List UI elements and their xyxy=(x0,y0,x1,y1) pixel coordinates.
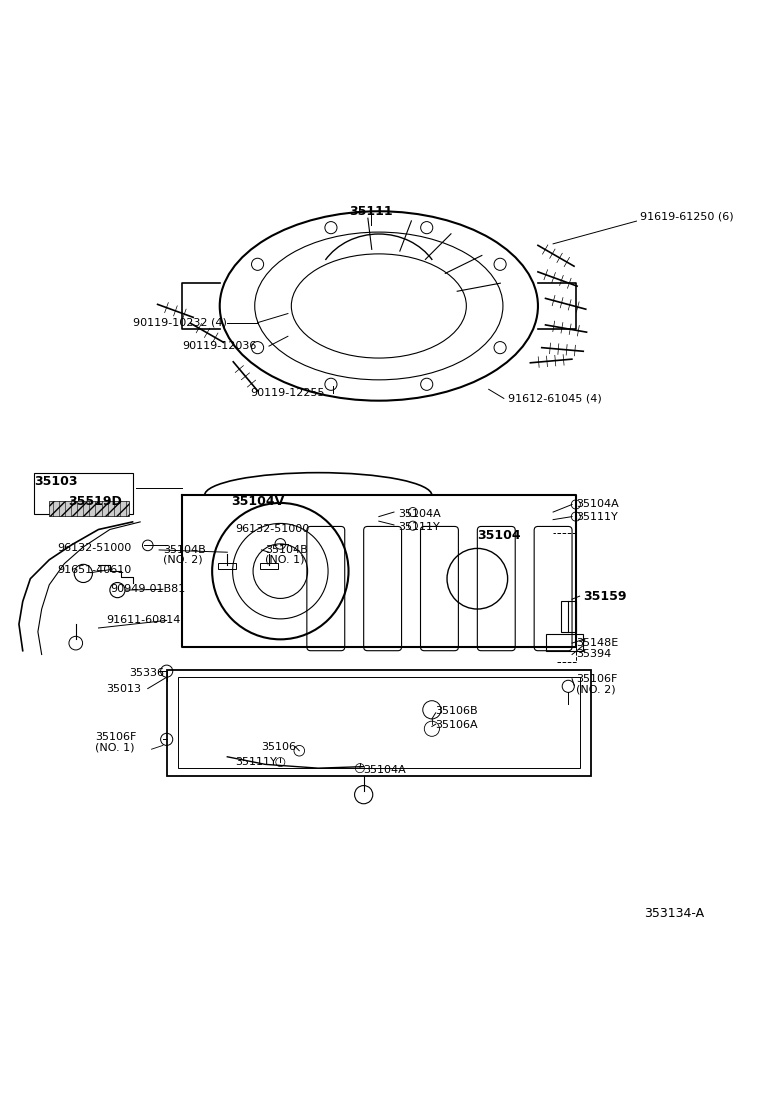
Text: 35111Y: 35111Y xyxy=(235,757,277,767)
Text: 91612-61045 (4): 91612-61045 (4) xyxy=(508,394,601,404)
Text: 91619-61250 (6): 91619-61250 (6) xyxy=(640,211,734,221)
Text: 90949-01B81: 90949-01B81 xyxy=(110,584,185,594)
Text: 35336: 35336 xyxy=(128,668,164,678)
Bar xyxy=(178,677,580,768)
Text: 91651-40610: 91651-40610 xyxy=(57,565,131,575)
Text: 90119-12036: 90119-12036 xyxy=(182,341,256,351)
Text: 35104A: 35104A xyxy=(364,765,407,775)
Text: 90119-12255: 90119-12255 xyxy=(250,388,325,398)
Text: 35104B: 35104B xyxy=(265,545,308,555)
Bar xyxy=(546,634,584,651)
Text: 90119-10232 (4): 90119-10232 (4) xyxy=(132,318,226,328)
Text: (NO. 2): (NO. 2) xyxy=(163,555,202,565)
Text: 35106: 35106 xyxy=(261,742,296,752)
Bar xyxy=(218,563,236,569)
Bar xyxy=(260,563,278,569)
Text: 35104V: 35104V xyxy=(231,495,284,508)
Text: 35103: 35103 xyxy=(34,475,78,488)
Bar xyxy=(34,473,132,515)
Text: 35519D: 35519D xyxy=(68,495,122,508)
Text: 35104A: 35104A xyxy=(397,509,441,519)
Bar xyxy=(561,602,576,632)
Text: 91611-60814: 91611-60814 xyxy=(106,615,180,625)
Text: (NO. 1): (NO. 1) xyxy=(95,743,135,753)
Text: (NO. 2): (NO. 2) xyxy=(576,684,616,694)
Text: 35111: 35111 xyxy=(350,205,393,218)
Text: 96132-51000: 96132-51000 xyxy=(57,543,131,553)
Text: 35106B: 35106B xyxy=(435,706,478,715)
Text: 35106A: 35106A xyxy=(435,719,478,729)
Text: 96132-51000: 96132-51000 xyxy=(235,524,309,534)
Text: 35104A: 35104A xyxy=(576,499,619,509)
Text: 35104: 35104 xyxy=(477,529,521,542)
Bar xyxy=(49,500,128,516)
Text: 35013: 35013 xyxy=(106,684,141,694)
Text: 35111Y: 35111Y xyxy=(397,523,439,533)
Text: 35111Y: 35111Y xyxy=(576,512,618,522)
Text: 353134-A: 353134-A xyxy=(644,907,705,920)
Bar xyxy=(166,669,591,776)
Text: 35148E: 35148E xyxy=(576,638,618,648)
Text: 35159: 35159 xyxy=(584,589,627,603)
Text: (NO. 1): (NO. 1) xyxy=(265,555,305,565)
Text: 35106F: 35106F xyxy=(95,732,136,742)
Text: 35104B: 35104B xyxy=(163,545,206,555)
Text: 35394: 35394 xyxy=(576,649,611,659)
Text: 35106F: 35106F xyxy=(576,674,617,684)
